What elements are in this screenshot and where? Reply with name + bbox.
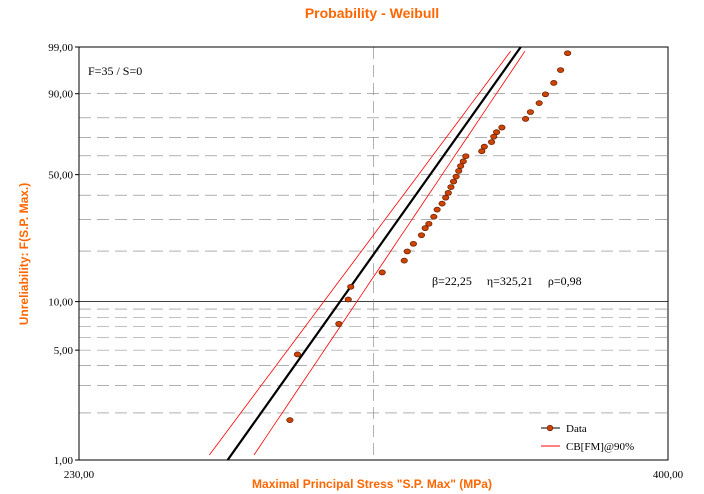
data-point xyxy=(335,320,343,327)
data-point xyxy=(498,124,506,131)
data-point xyxy=(452,173,460,180)
chart-title: Probability - Weibull xyxy=(305,5,439,21)
y-tick-label: 90,00 xyxy=(48,89,73,101)
upper-confidence-bound xyxy=(253,50,526,456)
data-point xyxy=(488,139,496,145)
data-point xyxy=(493,129,501,136)
data-point xyxy=(400,257,408,264)
data-point xyxy=(462,153,470,160)
data-point xyxy=(449,178,458,185)
legend-bounds-label: CB[FM]@90% xyxy=(566,441,634,453)
legend-data-marker xyxy=(546,424,554,432)
data-point xyxy=(442,194,450,201)
data-points xyxy=(286,50,572,423)
y-tick-label: 10,00 xyxy=(48,297,73,309)
data-point xyxy=(430,213,438,220)
x-tick-labels: 230,00 400,00 xyxy=(64,469,684,481)
legend: Data CB[FM]@90% xyxy=(536,419,664,457)
data-point xyxy=(535,100,543,106)
data-point xyxy=(433,206,441,213)
data-point xyxy=(557,67,565,73)
failure-count-annotation: F=35 / S=0 xyxy=(88,64,142,78)
y-tick-label: 50,00 xyxy=(48,170,73,182)
data-point xyxy=(417,232,426,239)
data-point xyxy=(347,283,355,290)
lower-confidence-bound xyxy=(208,50,511,456)
data-point xyxy=(344,296,352,303)
x-tick-label: 230,00 xyxy=(64,469,95,481)
data-point xyxy=(457,163,465,169)
y-tick-label: 5,00 xyxy=(54,345,74,357)
data-point xyxy=(564,50,572,57)
data-point xyxy=(447,184,455,190)
confidence-bounds xyxy=(208,50,526,456)
y-tick-labels: 1,00 5,00 10,00 50,00 90,00 99,00 xyxy=(48,42,79,467)
x-tick-label: 400,00 xyxy=(653,469,684,481)
data-point xyxy=(490,133,498,140)
data-point xyxy=(550,80,558,86)
data-point xyxy=(378,269,386,276)
data-point xyxy=(541,91,550,98)
y-tick-label: 1,00 xyxy=(54,455,74,467)
legend-data-label: Data xyxy=(566,423,587,435)
y-tick-label: 99,00 xyxy=(48,42,73,54)
weibull-parameters: β=22,25 η=325,21 ρ=0,98 xyxy=(432,274,582,288)
data-point xyxy=(438,200,446,207)
y-axis-label: Unreliability: F(S.P. Max.) xyxy=(17,183,31,325)
data-point xyxy=(403,248,411,255)
data-point xyxy=(480,143,488,150)
data-point xyxy=(286,417,294,423)
data-point xyxy=(421,225,429,232)
data-point xyxy=(455,168,463,174)
data-point xyxy=(522,116,530,122)
plot-frame xyxy=(78,46,669,461)
x-axis-label: Maximal Principal Stress "S.P. Max" (MPa… xyxy=(252,477,492,491)
legend-box xyxy=(536,419,664,457)
data-point xyxy=(409,240,417,247)
data-point xyxy=(444,189,452,196)
data-point xyxy=(425,220,433,227)
data-point xyxy=(526,109,534,115)
data-point xyxy=(293,351,302,358)
data-point xyxy=(459,158,467,165)
fit-line-group xyxy=(226,46,522,461)
fit-line xyxy=(226,46,522,461)
